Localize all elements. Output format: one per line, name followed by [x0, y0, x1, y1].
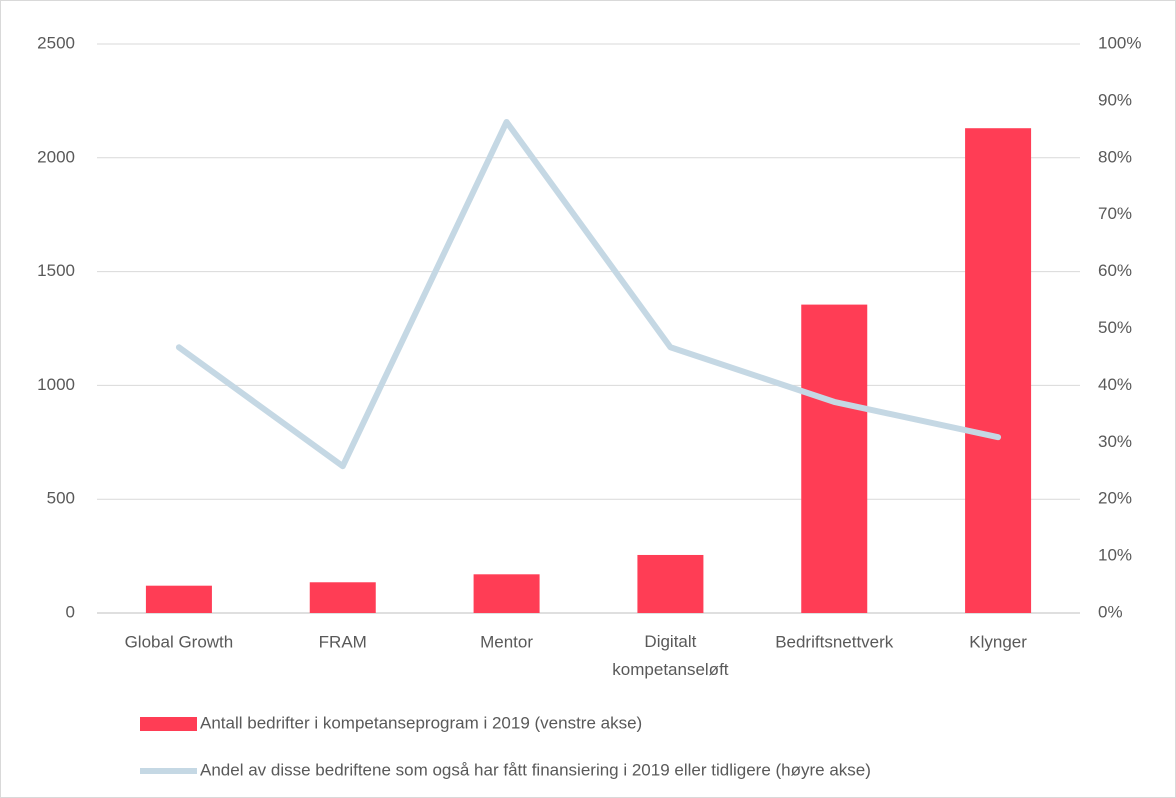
- y-tick-label: 2500: [37, 33, 75, 52]
- bar: [637, 554, 704, 613]
- bar: [965, 128, 1032, 613]
- x-tick-label: Digitalt kompetanseløft: [612, 632, 728, 679]
- y-tick-label: 1500: [37, 261, 75, 280]
- legend-label: Andel av disse bedriftene som også har f…: [200, 760, 871, 779]
- y2-tick-label: 70%: [1098, 204, 1132, 223]
- bar: [309, 582, 376, 613]
- y2-tick-label: 50%: [1098, 318, 1132, 337]
- x-tick-label: Bedriftsnettverk: [775, 632, 894, 651]
- y-tick-label: 1000: [37, 375, 75, 394]
- x-tick-label: Mentor: [480, 632, 533, 651]
- y-tick-label: 0: [66, 602, 75, 621]
- bar: [801, 304, 868, 613]
- x-tick-label: Klynger: [969, 632, 1027, 651]
- x-tick-line: kompetanseløft: [612, 660, 728, 679]
- y-tick-label: 500: [47, 489, 75, 508]
- x-tick-label: FRAM: [319, 632, 367, 651]
- bar: [145, 585, 212, 613]
- y2-tick-label: 90%: [1098, 90, 1132, 109]
- y2-tick-label: 80%: [1098, 147, 1132, 166]
- y2-tick-label: 40%: [1098, 375, 1132, 394]
- y2-tick-label: 0%: [1098, 602, 1123, 621]
- y-tick-label: 2000: [37, 147, 75, 166]
- bar: [473, 574, 540, 613]
- legend-swatch: [140, 717, 197, 731]
- y2-tick-label: 20%: [1098, 489, 1132, 508]
- x-tick-line: Digitalt: [644, 632, 696, 651]
- line: [175, 118, 1002, 470]
- y2-tick-label: 100%: [1098, 33, 1141, 52]
- y2-tick-label: 60%: [1098, 261, 1132, 280]
- y2-tick-label: 10%: [1098, 546, 1132, 565]
- x-tick-label: Global Growth: [125, 632, 234, 651]
- legend-label: Antall bedrifter i kompetanseprogram i 2…: [200, 713, 642, 732]
- y2-tick-label: 30%: [1098, 432, 1132, 451]
